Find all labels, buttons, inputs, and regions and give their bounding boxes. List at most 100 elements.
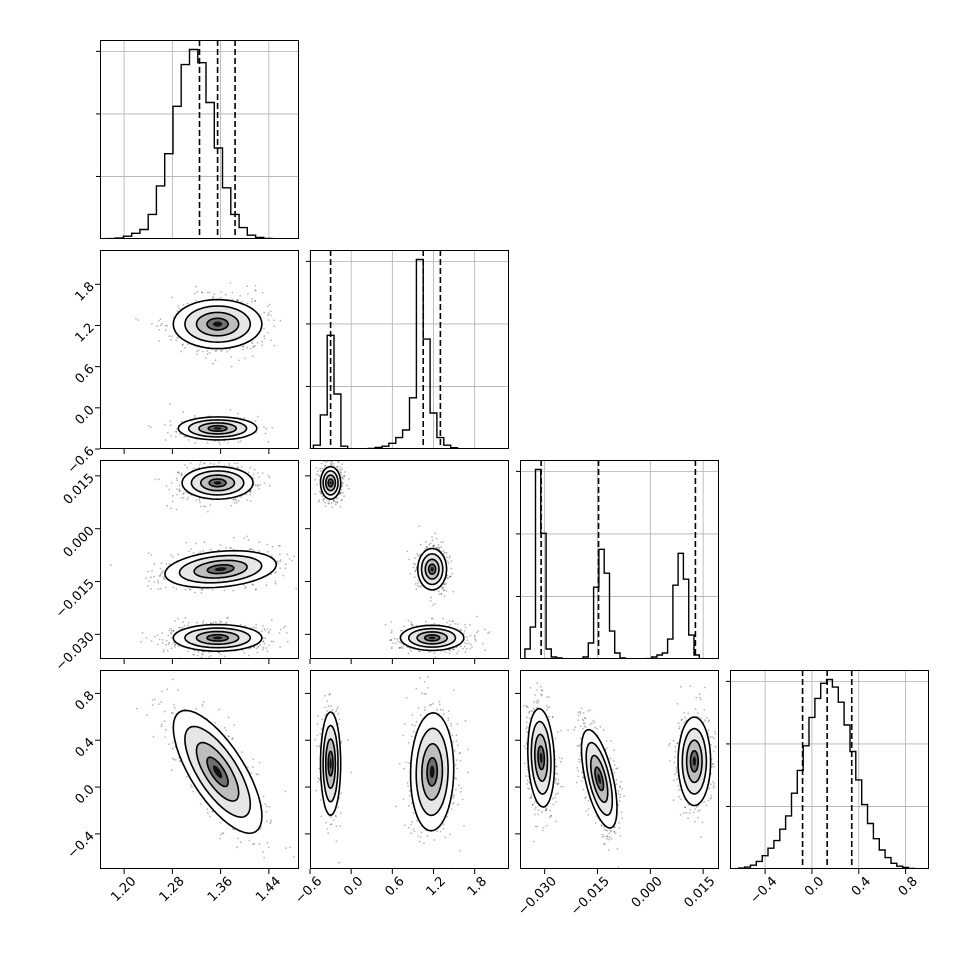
sample-point (449, 648, 451, 651)
sample-point (268, 476, 271, 479)
contour-line (423, 634, 441, 642)
sample-point (249, 490, 252, 493)
sample-point (244, 624, 247, 627)
sample-point (340, 489, 343, 491)
sample-point (220, 350, 223, 352)
contour-line (193, 559, 248, 579)
sample-point (410, 621, 413, 623)
sample-point (282, 574, 285, 577)
sample-point (194, 292, 196, 295)
sample-point (236, 466, 239, 469)
contour-line (181, 465, 254, 501)
sample-point (219, 544, 222, 546)
sample-point (175, 431, 178, 433)
sample-point (428, 543, 431, 546)
sample-point (208, 291, 211, 294)
sample-point (419, 553, 421, 556)
sample-point (180, 472, 183, 475)
sample-point (314, 493, 316, 496)
sample-point (282, 627, 285, 629)
sample-point (247, 293, 249, 295)
sample-point (157, 582, 160, 584)
sample-point (270, 573, 273, 576)
sample-point (224, 293, 227, 296)
sample-point (408, 558, 410, 561)
sample-point (320, 467, 322, 469)
sample-point (178, 484, 181, 487)
sample-point (202, 620, 205, 623)
sample-point (429, 599, 432, 602)
sample-point (184, 464, 186, 466)
sample-point (175, 477, 178, 480)
sample-point (468, 642, 470, 645)
sample-point (159, 318, 162, 320)
sample-point (409, 572, 412, 575)
sample-point (256, 484, 259, 486)
sample-point (261, 648, 264, 651)
sample-point (279, 646, 281, 648)
sample-point (256, 415, 259, 418)
sample-point (221, 349, 224, 351)
sample-point (272, 640, 275, 643)
sample-point (271, 426, 274, 429)
sample-point (484, 628, 486, 631)
sample-point (460, 629, 463, 632)
sample-point (252, 626, 255, 629)
sample-point (166, 649, 169, 652)
sample-point (240, 300, 243, 303)
sample-point (177, 617, 180, 620)
sample-point (324, 465, 326, 467)
sample-point (448, 652, 451, 654)
sample-point (330, 460, 333, 463)
sample-point (443, 588, 445, 591)
contour-line (325, 474, 337, 492)
sample-point (436, 547, 439, 549)
sample-point (258, 550, 261, 552)
sample-point (178, 472, 181, 475)
sample-point (445, 582, 447, 585)
sample-point (273, 325, 276, 327)
sample-point (447, 577, 450, 579)
sample-point (327, 502, 330, 504)
sample-point (258, 541, 261, 544)
sample-point (336, 465, 339, 468)
sample-point (239, 295, 242, 297)
sample-point (428, 651, 430, 653)
panel-frame (100, 40, 299, 239)
sample-point (341, 485, 344, 487)
sample-point (170, 554, 173, 557)
sample-point (331, 506, 334, 509)
sample-point (150, 426, 152, 429)
sample-point (336, 501, 339, 504)
sample-point (252, 346, 255, 349)
contour-line (208, 478, 227, 488)
sample-point (171, 335, 173, 337)
sample-point (218, 443, 221, 446)
sample-point (417, 580, 419, 583)
sample-point (170, 631, 172, 634)
sample-point (266, 543, 269, 546)
sample-point (236, 299, 239, 301)
sample-point (446, 576, 448, 579)
sample-point (180, 473, 183, 476)
sample-point (412, 562, 415, 565)
sample-point (338, 461, 340, 464)
sample-point (430, 596, 433, 599)
sample-point (249, 466, 252, 469)
sample-point (429, 542, 432, 545)
sample-point (246, 302, 249, 305)
sample-point (174, 643, 177, 646)
sample-point (339, 492, 342, 494)
sample-point (267, 474, 270, 477)
sample-point (459, 645, 462, 648)
sample-point (269, 310, 272, 313)
panel-2-2 (516, 460, 719, 659)
contour-line (184, 627, 252, 649)
sample-point (414, 557, 416, 559)
sample-point (325, 461, 327, 464)
sample-point (267, 319, 270, 321)
sample-point (146, 585, 149, 587)
sample-point (415, 567, 418, 570)
sample-point (473, 634, 476, 637)
sample-point (249, 490, 251, 493)
